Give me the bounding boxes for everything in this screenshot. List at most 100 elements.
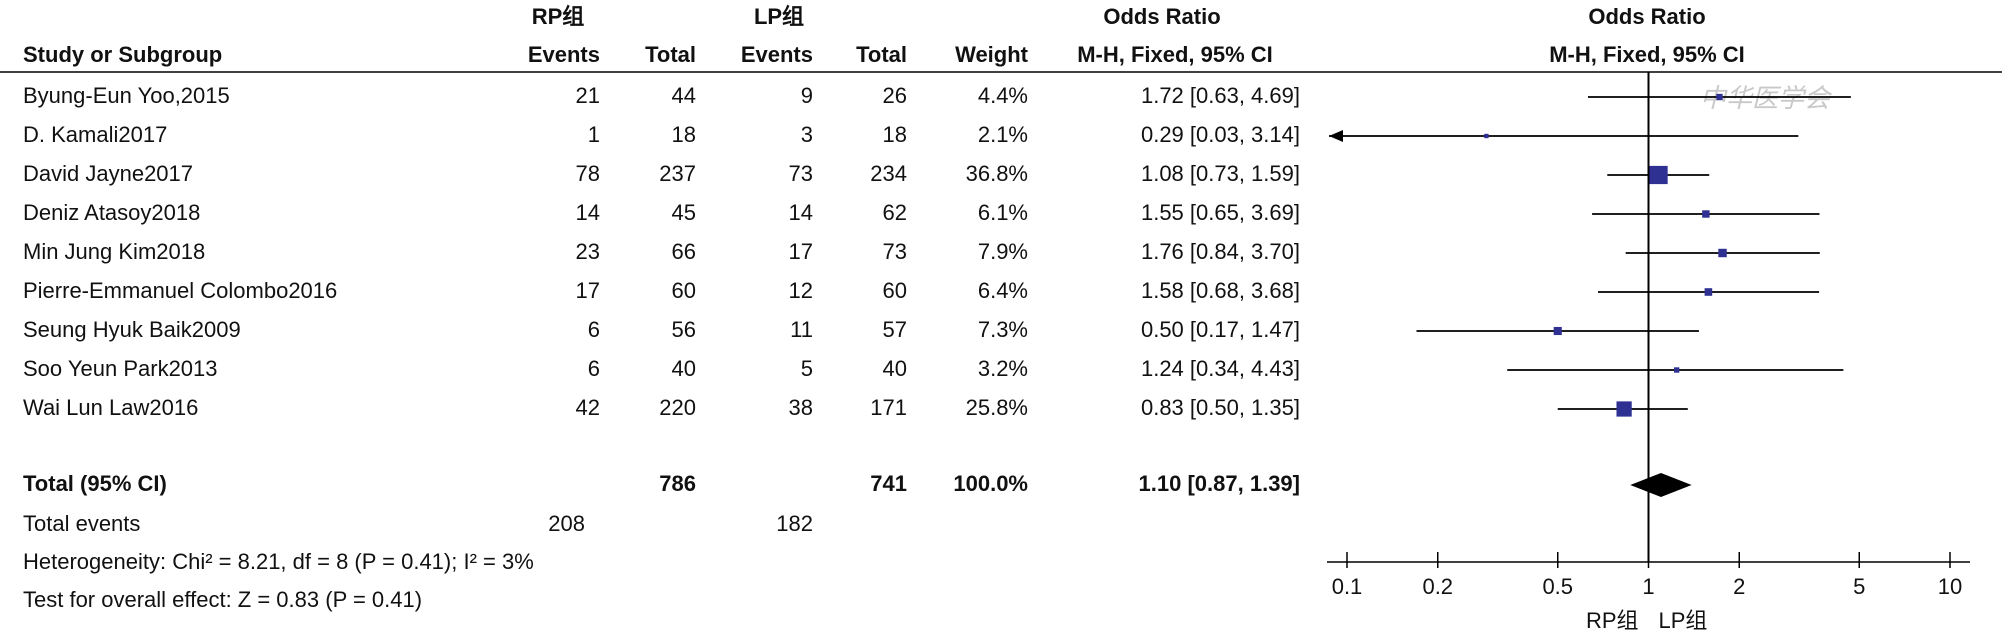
column-header: Study or Subgroup — [23, 42, 222, 67]
lp-events: 73 — [789, 161, 813, 186]
study-name: Seung Hyuk Baik2009 — [23, 317, 241, 342]
column-header: Events — [741, 42, 813, 67]
rp-total: 60 — [672, 278, 696, 303]
odds-ratio: 1.08 [0.73, 1.59] — [1141, 161, 1300, 186]
total-events-lp: 182 — [776, 511, 813, 536]
lp-total: 62 — [883, 200, 907, 225]
rp-events: 23 — [576, 239, 600, 264]
weight: 25.8% — [966, 395, 1028, 420]
heterogeneity: Heterogeneity: Chi² = 8.21, df = 8 (P = … — [23, 549, 534, 574]
x-tick-label: 5 — [1853, 574, 1865, 599]
rp-events: 1 — [588, 122, 600, 147]
rp-events: 42 — [576, 395, 600, 420]
study-name: Byung-Eun Yoo,2015 — [23, 83, 230, 108]
odds-ratio: 0.50 [0.17, 1.47] — [1141, 317, 1300, 342]
effect-square — [1484, 133, 1489, 139]
total-weight: 100.0% — [953, 471, 1028, 496]
study-name: Wai Lun Law2016 — [23, 395, 198, 420]
lp-events: 5 — [801, 356, 813, 381]
odds-ratio: 1.55 [0.65, 3.69] — [1141, 200, 1300, 225]
total-rp: 786 — [659, 471, 696, 496]
rp-total: 237 — [659, 161, 696, 186]
study-name: David Jayne2017 — [23, 161, 193, 186]
study-name: Soo Yeun Park2013 — [23, 356, 218, 381]
or-title: Odds Ratio — [1103, 4, 1220, 29]
weight: 6.1% — [978, 200, 1028, 225]
ci-arrow — [1329, 130, 1343, 142]
rp-total: 56 — [672, 317, 696, 342]
x-tick-label: 0.2 — [1422, 574, 1453, 599]
odds-ratio: 1.58 [0.68, 3.68] — [1141, 278, 1300, 303]
rp-events: 17 — [576, 278, 600, 303]
total-label: Total (95% CI) — [23, 471, 167, 496]
column-header: Total — [856, 42, 907, 67]
study-name: Deniz Atasoy2018 — [23, 200, 200, 225]
effect-square — [1702, 210, 1710, 218]
rp-events: 6 — [588, 317, 600, 342]
rp-events: 21 — [576, 83, 600, 108]
rp-total: 66 — [672, 239, 696, 264]
lp-events: 14 — [789, 200, 813, 225]
lp-events: 11 — [790, 317, 813, 342]
effect-square — [1616, 401, 1632, 417]
group-header: RP组 — [532, 4, 585, 29]
weight: 7.9% — [978, 239, 1028, 264]
x-tick-label: 2 — [1733, 574, 1745, 599]
lp-total: 57 — [883, 317, 907, 342]
effect-square — [1649, 165, 1668, 185]
weight: 6.4% — [978, 278, 1028, 303]
lp-total: 234 — [870, 161, 907, 186]
weight: 36.8% — [966, 161, 1028, 186]
column-header: Total — [645, 42, 696, 67]
odds-ratio: 0.83 [0.50, 1.35] — [1141, 395, 1300, 420]
lp-total: 73 — [883, 239, 907, 264]
or-method: M-H, Fixed, 95% CI — [1549, 42, 1745, 67]
lp-total: 60 — [883, 278, 907, 303]
rp-events: 78 — [576, 161, 600, 186]
summary-diamond — [1630, 473, 1692, 497]
overall-effect: Test for overall effect: Z = 0.83 (P = 0… — [23, 587, 422, 612]
or-method: M-H, Fixed, 95% CI — [1077, 42, 1273, 67]
odds-ratio: 1.76 [0.84, 3.70] — [1141, 239, 1300, 264]
lp-events: 38 — [789, 395, 813, 420]
effect-square — [1704, 288, 1713, 296]
odds-ratio: 0.29 [0.03, 3.14] — [1141, 122, 1300, 147]
effect-square — [1718, 248, 1727, 258]
lp-events: 12 — [789, 278, 813, 303]
or-title: Odds Ratio — [1588, 4, 1705, 29]
column-header: Weight — [955, 42, 1029, 67]
lp-events: 9 — [801, 83, 813, 108]
lp-total: 26 — [883, 83, 907, 108]
odds-ratio: 1.72 [0.63, 4.69] — [1141, 83, 1300, 108]
x-tick-label: 0.5 — [1542, 574, 1573, 599]
lp-events: 3 — [801, 122, 813, 147]
favours-label: LP组 — [1659, 608, 1708, 633]
rp-total: 18 — [672, 122, 696, 147]
group-header: LP组 — [754, 4, 804, 29]
lp-total: 40 — [883, 356, 907, 381]
effect-square — [1716, 93, 1723, 101]
favours-label: RP组 — [1586, 608, 1639, 633]
x-tick-label: 1 — [1642, 574, 1654, 599]
rp-total: 44 — [672, 83, 696, 108]
total-events-rp: 208 — [548, 511, 585, 536]
rp-total: 220 — [659, 395, 696, 420]
x-tick-label: 0.1 — [1332, 574, 1363, 599]
study-name: Pierre-Emmanuel Colombo2016 — [23, 278, 337, 303]
column-header: Events — [528, 42, 600, 67]
total-events-label: Total events — [23, 511, 140, 536]
weight: 4.4% — [978, 83, 1028, 108]
rp-events: 14 — [576, 200, 600, 225]
x-tick-label: 10 — [1938, 574, 1962, 599]
odds-ratio: 1.24 [0.34, 4.43] — [1141, 356, 1300, 381]
rp-total: 40 — [672, 356, 696, 381]
effect-square — [1553, 326, 1562, 336]
study-name: D. Kamali2017 — [23, 122, 167, 147]
weight: 7.3% — [978, 317, 1028, 342]
rp-events: 6 — [588, 356, 600, 381]
lp-events: 17 — [789, 239, 813, 264]
lp-total: 171 — [870, 395, 907, 420]
weight: 3.2% — [978, 356, 1028, 381]
